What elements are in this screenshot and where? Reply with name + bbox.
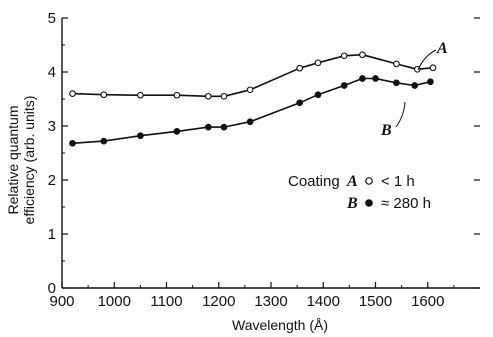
data-point-a	[296, 64, 304, 72]
data-point-b	[359, 75, 366, 82]
legend: Coating A < 1 h B ≈ 280 h	[288, 173, 431, 212]
curve-label-b-leader	[395, 101, 406, 128]
data-point-b	[340, 82, 348, 89]
data-point-a	[246, 86, 254, 94]
y-tick-label: 1	[48, 226, 56, 243]
legend-label-a: A	[346, 173, 358, 190]
data-point-a	[429, 64, 437, 72]
legend-heading: Coating	[288, 173, 340, 190]
data-point-a	[220, 92, 228, 100]
data-point-b	[100, 137, 108, 145]
y-tick-label: 3	[48, 118, 56, 135]
data-point-b	[69, 139, 76, 147]
y-tick-label: 5	[48, 10, 56, 27]
x-tick-label: 1200	[202, 293, 235, 310]
series-layer	[69, 51, 437, 147]
curve-label-a-leader	[417, 49, 437, 71]
x-tick-label: 1400	[307, 293, 340, 310]
curve-label-a: A	[436, 40, 448, 57]
data-point-b	[411, 82, 419, 89]
data-point-b	[173, 128, 181, 135]
ticks: 0 1 2 3 4 5 900 1000 1100 1200 1300 1400 1500 1600	[48, 10, 480, 310]
data-point-a	[100, 91, 108, 99]
x-tick-label: 900	[49, 293, 74, 310]
data-point-a	[359, 51, 366, 59]
y-axis-title-line-2: efficiency (arb. units)	[21, 96, 37, 225]
axes	[61, 18, 480, 289]
x-tick-label: 1300	[254, 293, 287, 310]
data-point-a	[69, 90, 76, 97]
data-point-a	[314, 59, 322, 67]
y-tick-label: 0	[48, 280, 56, 297]
legend-label-b: B	[346, 195, 358, 212]
curve-label-b: B	[380, 122, 392, 139]
data-point-b	[372, 75, 379, 82]
legend-text-b: ≈ 280 h	[381, 195, 431, 212]
data-point-b	[427, 78, 434, 86]
data-point-a	[340, 52, 348, 60]
data-point-b	[314, 91, 322, 99]
data-point-b	[204, 123, 212, 131]
x-tick-label: 1600	[411, 293, 444, 310]
data-point-a	[393, 60, 400, 68]
data-point-a	[173, 91, 181, 99]
data-point-a	[204, 92, 212, 100]
data-point-b	[246, 118, 254, 126]
x-tick-label: 1500	[359, 293, 392, 310]
x-axis-title: Wavelength (Å)	[232, 317, 328, 333]
data-point-a	[137, 91, 144, 99]
data-point-b	[220, 123, 228, 131]
legend-text-a: < 1 h	[381, 173, 415, 190]
data-point-b	[137, 132, 144, 140]
y-tick-label: 2	[48, 172, 56, 189]
y-axis-title-line-1: Relative quantum	[5, 106, 21, 215]
y-tick-label: 4	[48, 64, 56, 81]
legend-marker-filled	[365, 199, 373, 207]
data-point-b	[296, 99, 304, 107]
series-line-a	[72, 53, 434, 98]
data-point-b	[393, 79, 400, 87]
x-tick-label: 1100	[150, 293, 182, 310]
legend-marker-open	[365, 177, 373, 185]
x-tick-label: 1000	[98, 293, 131, 310]
